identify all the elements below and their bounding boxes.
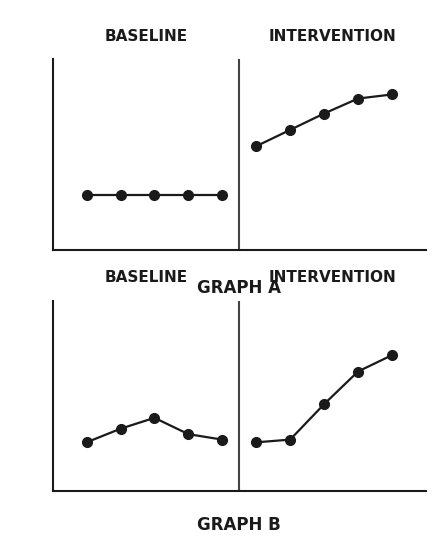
- Text: GRAPH A: GRAPH A: [197, 279, 281, 297]
- Text: BASELINE: BASELINE: [104, 271, 187, 286]
- Text: INTERVENTION: INTERVENTION: [268, 29, 396, 44]
- Text: GRAPH B: GRAPH B: [197, 516, 280, 534]
- Text: BASELINE: BASELINE: [104, 29, 187, 44]
- Text: INTERVENTION: INTERVENTION: [268, 271, 396, 286]
